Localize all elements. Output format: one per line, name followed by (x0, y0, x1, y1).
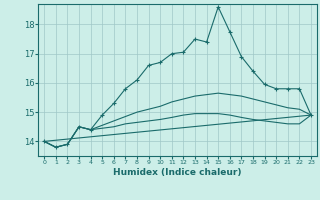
X-axis label: Humidex (Indice chaleur): Humidex (Indice chaleur) (113, 168, 242, 177)
